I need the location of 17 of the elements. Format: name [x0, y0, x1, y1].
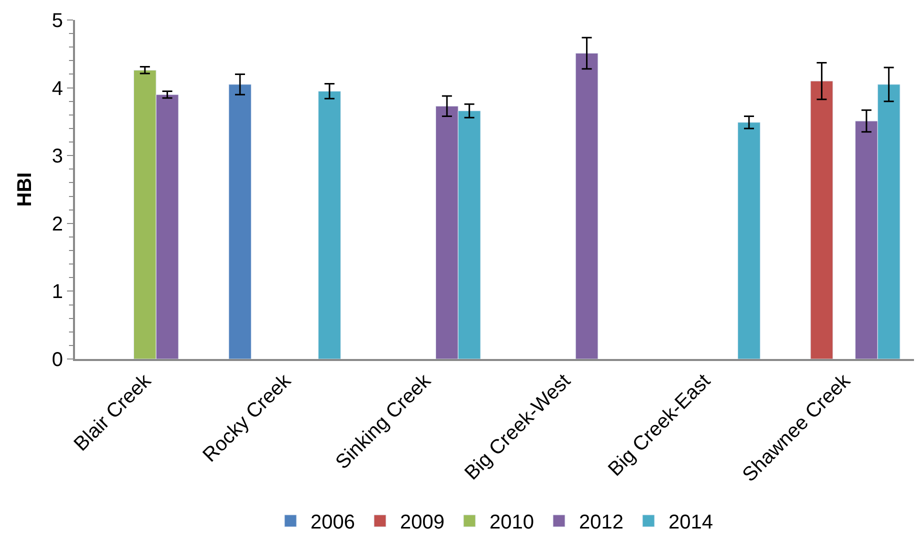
legend-label: 2009: [400, 512, 444, 534]
legend-label: 2014: [668, 512, 713, 534]
bar: [575, 52, 598, 359]
bar: [738, 122, 760, 359]
legend-label: 2010: [490, 512, 534, 534]
y-tick-label: 2: [52, 213, 63, 236]
y-tick-label: 1: [52, 281, 63, 304]
bar: [810, 80, 834, 359]
y-tick-label: 3: [52, 146, 63, 168]
bar: [228, 84, 252, 359]
bar: [318, 90, 341, 359]
y-tick-label: 5: [52, 10, 63, 32]
legend-label: 2006: [310, 512, 355, 534]
y-tick-label: 4: [52, 78, 63, 100]
legend-label: 2012: [579, 512, 624, 534]
y-tick-label: 0: [52, 349, 63, 371]
y-axis-title: HBI: [14, 172, 36, 207]
